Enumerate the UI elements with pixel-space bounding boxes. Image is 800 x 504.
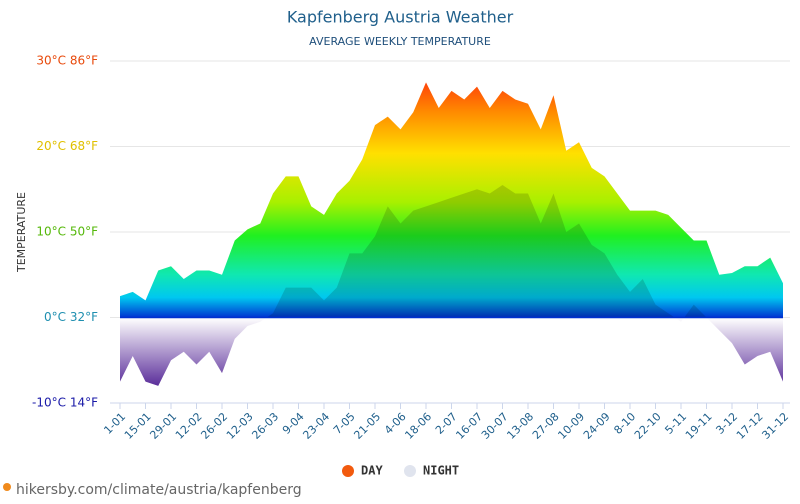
chart-title: Kapfenberg Austria Weather xyxy=(287,8,514,27)
x-tick-label: 24-09 xyxy=(581,410,613,442)
x-tick-label: 30-07 xyxy=(479,410,511,442)
x-tick-label: 27-08 xyxy=(530,410,562,442)
y-tick-label: -10°C 14°F xyxy=(32,396,98,410)
y-axis-label: TEMPERATURE xyxy=(15,192,28,273)
x-tick-label: 23-04 xyxy=(300,410,332,442)
legend-label: DAY xyxy=(361,464,383,478)
x-tick-label: 26-03 xyxy=(249,410,281,442)
x-tick-label: 18-06 xyxy=(402,410,434,442)
x-tick-label: 16-07 xyxy=(453,410,485,442)
legend-label: NIGHT xyxy=(423,464,459,478)
night-area xyxy=(120,184,783,386)
x-tick-label: 21-05 xyxy=(351,410,383,442)
x-tick-label: 31-12 xyxy=(759,410,791,442)
pin-icon xyxy=(3,483,11,491)
legend-swatch xyxy=(404,465,416,477)
x-tick-label: 10-09 xyxy=(555,410,587,442)
x-tick-label: 13-08 xyxy=(504,410,536,442)
legend-swatch xyxy=(342,465,354,477)
x-tick-label: 29-01 xyxy=(147,410,179,442)
x-tick-label: 26-02 xyxy=(198,410,230,442)
x-tick-label: 12-03 xyxy=(224,410,256,442)
y-tick-label: 10°C 50°F xyxy=(36,225,98,239)
source: hikersby.com/climate/austria/kapfenberg xyxy=(16,482,302,498)
x-tick-label: 15-01 xyxy=(122,410,154,442)
x-tick-label: 17-12 xyxy=(734,410,766,442)
y-tick-label: 20°C 68°F xyxy=(36,139,98,153)
y-tick-label: 30°C 86°F xyxy=(36,54,98,68)
y-tick-label: 0°C 32°F xyxy=(44,310,98,324)
x-tick-label: 22-10 xyxy=(632,410,664,442)
chart-subtitle: AVERAGE WEEKLY TEMPERATURE xyxy=(309,35,491,48)
x-tick-label: 19-11 xyxy=(683,410,715,442)
x-tick-label: 12-02 xyxy=(173,410,205,442)
